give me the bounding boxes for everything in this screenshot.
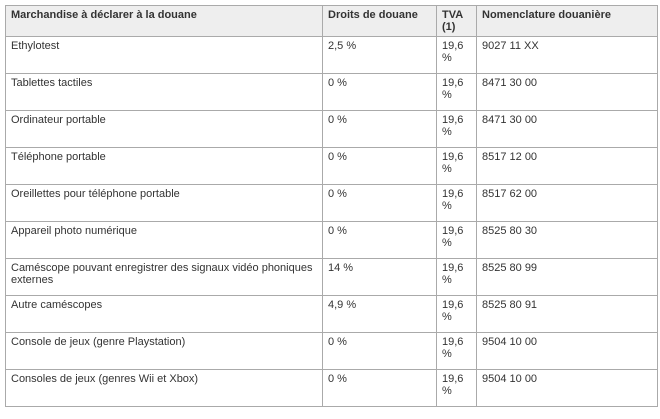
cell-customs-duty: 0 % [322, 147, 437, 185]
table-row: Ordinateur portable 0 % 19,6 % 8471 30 0… [5, 110, 658, 148]
customs-table: Marchandise à déclarer à la douane Droit… [5, 5, 658, 407]
table-row: Autre caméscopes 4,9 % 19,6 % 8525 80 91 [5, 295, 658, 333]
cell-nomenclature: 8525 80 30 [476, 221, 658, 259]
cell-customs-duty: 0 % [322, 221, 437, 259]
cell-vat: 19,6 % [436, 110, 477, 148]
table-body: Ethylotest 2,5 % 19,6 % 9027 11 XX Table… [5, 36, 658, 407]
cell-vat: 19,6 % [436, 36, 477, 74]
cell-vat: 19,6 % [436, 147, 477, 185]
cell-customs-duty: 2,5 % [322, 36, 437, 74]
cell-vat: 19,6 % [436, 258, 477, 296]
cell-nomenclature: 8525 80 91 [476, 295, 658, 333]
cell-goods: Ordinateur portable [5, 110, 323, 148]
cell-customs-duty: 0 % [322, 110, 437, 148]
cell-vat: 19,6 % [436, 184, 477, 222]
header-goods: Marchandise à déclarer à la douane [5, 5, 323, 37]
cell-nomenclature: 9504 10 00 [476, 369, 658, 407]
cell-nomenclature: 8517 62 00 [476, 184, 658, 222]
cell-customs-duty: 0 % [322, 73, 437, 111]
cell-customs-duty: 0 % [322, 369, 437, 407]
table-row: Téléphone portable 0 % 19,6 % 8517 12 00 [5, 147, 658, 185]
cell-customs-duty: 0 % [322, 332, 437, 370]
table-row: Caméscope pouvant enregistrer des signau… [5, 258, 658, 296]
table-row: Consoles de jeux (genres Wii et Xbox) 0 … [5, 369, 658, 407]
cell-vat: 19,6 % [436, 295, 477, 333]
cell-nomenclature: 8525 80 99 [476, 258, 658, 296]
table-row: Oreillettes pour téléphone portable 0 % … [5, 184, 658, 222]
header-nomenclature: Nomenclature douanière [476, 5, 658, 37]
cell-goods: Caméscope pouvant enregistrer des signau… [5, 258, 323, 296]
table-row: Appareil photo numérique 0 % 19,6 % 8525… [5, 221, 658, 259]
cell-goods: Autre caméscopes [5, 295, 323, 333]
cell-goods: Appareil photo numérique [5, 221, 323, 259]
table-header: Marchandise à déclarer à la douane Droit… [5, 5, 658, 37]
header-vat: TVA (1) [436, 5, 477, 37]
cell-nomenclature: 9504 10 00 [476, 332, 658, 370]
cell-customs-duty: 4,9 % [322, 295, 437, 333]
cell-nomenclature: 8471 30 00 [476, 73, 658, 111]
cell-nomenclature: 9027 11 XX [476, 36, 658, 74]
cell-goods: Téléphone portable [5, 147, 323, 185]
cell-nomenclature: 8471 30 00 [476, 110, 658, 148]
table-row: Ethylotest 2,5 % 19,6 % 9027 11 XX [5, 36, 658, 74]
cell-goods: Consoles de jeux (genres Wii et Xbox) [5, 369, 323, 407]
cell-goods: Console de jeux (genre Playstation) [5, 332, 323, 370]
cell-vat: 19,6 % [436, 221, 477, 259]
cell-goods: Oreillettes pour téléphone portable [5, 184, 323, 222]
header-customs-duty: Droits de douane [322, 5, 437, 37]
cell-vat: 19,6 % [436, 73, 477, 111]
table-row: Console de jeux (genre Playstation) 0 % … [5, 332, 658, 370]
cell-customs-duty: 14 % [322, 258, 437, 296]
table-row: Tablettes tactiles 0 % 19,6 % 8471 30 00 [5, 73, 658, 111]
cell-customs-duty: 0 % [322, 184, 437, 222]
cell-goods: Tablettes tactiles [5, 73, 323, 111]
cell-vat: 19,6 % [436, 332, 477, 370]
cell-nomenclature: 8517 12 00 [476, 147, 658, 185]
cell-goods: Ethylotest [5, 36, 323, 74]
cell-vat: 19,6 % [436, 369, 477, 407]
header-row: Marchandise à déclarer à la douane Droit… [5, 5, 658, 37]
